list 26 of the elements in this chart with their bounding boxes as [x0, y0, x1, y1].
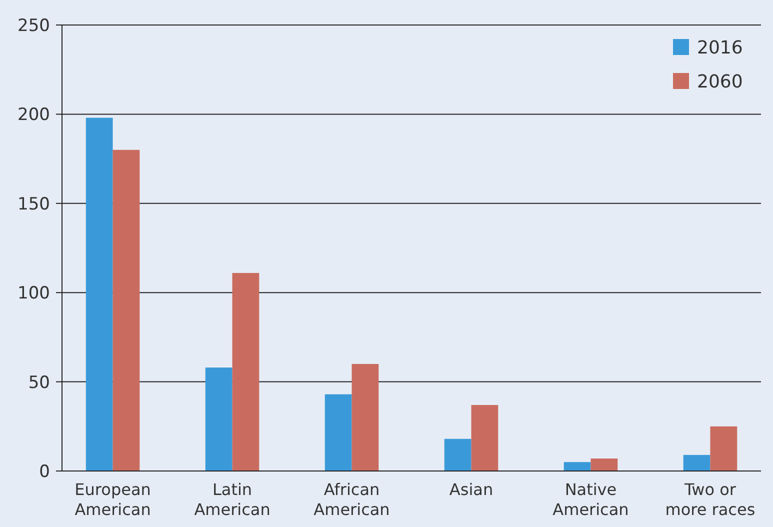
- x-tick-label: Native American: [552, 480, 629, 519]
- bar: [710, 426, 738, 471]
- bar: [232, 272, 260, 471]
- bar: [564, 462, 591, 471]
- y-tick-label: 0: [39, 462, 50, 482]
- y-tick-label: 100: [18, 284, 50, 304]
- bar: [112, 150, 140, 471]
- bar: [86, 118, 113, 471]
- legend-label: 2016: [697, 37, 743, 58]
- y-tick-label: 150: [18, 194, 50, 214]
- bar: [352, 364, 379, 471]
- x-tick-label: Asian: [449, 480, 494, 499]
- x-tick-label: Latin American: [194, 480, 270, 519]
- y-tick-label: 50: [28, 372, 50, 393]
- bar: [471, 404, 498, 471]
- x-tick-label: European American: [74, 480, 151, 519]
- x-tick-label: Two or more races: [665, 480, 756, 519]
- bar: [324, 394, 352, 471]
- x-tick-label: African American: [314, 480, 390, 519]
- legend-label: 2060: [697, 71, 743, 92]
- bar: [444, 438, 472, 471]
- bar: [205, 368, 232, 471]
- y-tick-label: 250: [18, 16, 50, 36]
- bar: [683, 454, 710, 471]
- y-tick-label: 200: [18, 105, 50, 126]
- bar: [590, 458, 618, 471]
